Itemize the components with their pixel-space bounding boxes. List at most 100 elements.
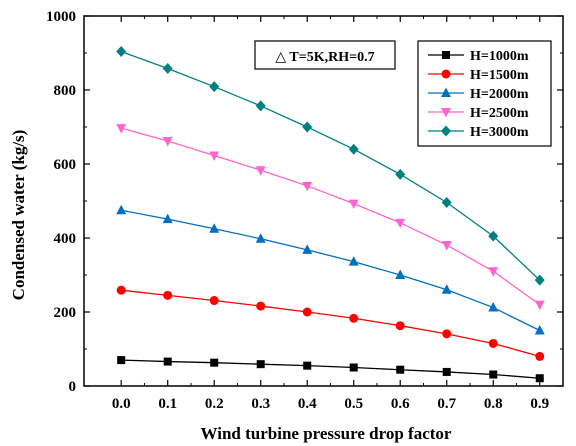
data-point [255,166,266,176]
series-line [120,50,541,281]
x-axis-label: Wind turbine pressure drop factor [201,424,452,443]
y-tick-label: 1000 [46,9,76,25]
x-tick-label: 0.0 [112,396,131,412]
data-point [395,218,406,229]
series-5 [116,46,545,286]
legend-item: H=2000m [428,87,529,102]
data-point [489,370,498,379]
data-point [348,199,359,210]
legend-label: H=2500m [470,106,529,121]
data-point [162,213,173,224]
series-line [121,289,540,358]
data-point [348,256,359,266]
series-line [121,359,540,379]
data-point [395,269,406,279]
data-point [534,274,545,286]
data-point [534,325,545,335]
y-tick-label: 0 [69,379,77,395]
data-point [302,244,313,254]
data-point [256,301,266,311]
y-tick-label: 200 [54,305,77,321]
series-layer [116,46,545,383]
data-point [349,363,358,372]
data-point [442,367,451,376]
data-point [395,321,405,331]
data-point [488,230,499,242]
series-line [121,127,541,306]
data-point [441,108,451,118]
data-point [210,358,219,367]
data-point [396,365,405,374]
y-tick-label: 800 [54,83,77,99]
data-point [302,181,313,192]
data-point [116,124,127,134]
x-tick-label: 0.1 [158,396,177,412]
data-point [302,307,312,317]
data-point [116,46,127,58]
data-point [349,313,359,323]
data-point [442,329,452,339]
legend-label: H=2000m [470,87,529,102]
series-3 [116,204,545,335]
data-point [256,360,265,369]
x-tick-label: 0.6 [391,396,410,412]
legend-label: H=1000m [470,49,529,64]
data-point [441,241,452,251]
data-point [209,296,219,306]
series-2 [116,285,545,361]
series-1 [117,356,544,383]
x-tick-label: 0.2 [205,396,224,412]
data-point [209,81,220,93]
data-point [441,69,451,79]
legend-item: H=3000m [428,125,529,140]
data-point [488,267,499,277]
data-point [116,204,127,215]
legend-item: H=1500m [428,68,529,83]
x-tick-label: 0.8 [484,396,503,412]
data-point [535,351,545,361]
data-point [488,338,498,348]
x-tick-label: 0.5 [344,396,363,412]
data-point [395,168,406,180]
y-tick-label: 400 [54,231,77,247]
data-point [162,137,173,147]
x-tick-label: 0.4 [298,396,317,412]
data-point [534,300,545,311]
x-tick-label: 0.7 [437,396,456,412]
series-4 [116,124,545,311]
data-point [163,357,172,366]
data-point [255,100,266,112]
y-tick-label: 600 [54,157,77,173]
x-tick-label: 0.3 [251,396,270,412]
data-point [535,374,544,383]
data-point [441,196,452,208]
annotation-text: △ T=5K,RH=0.7 [275,50,374,65]
axes: 0.0 0.1 0.2 0.3 0.4 0.5 0.6 0.7 0.8 0.9 0 200 400 600… [46,9,564,412]
annotation-box [254,40,396,70]
data-point [488,302,499,312]
legend-label: H=3000m [470,125,529,140]
data-point [442,51,450,59]
data-point [441,125,451,137]
data-point [209,223,220,233]
data-point [348,143,359,155]
data-point [441,284,452,294]
legend-item: H=2500m [428,106,529,121]
series-line [121,209,541,332]
x-tick-label: 0.9 [530,396,549,412]
data-point [117,356,126,365]
data-point [441,87,451,97]
legend-label: H=1500m [470,68,529,83]
data-point [303,361,312,370]
legend: H=1000m H=1500m H=2000m H=2500m H=3000m [417,40,552,147]
data-point [255,233,266,243]
data-point [209,151,220,161]
y-axis-label: Condensed water (kg/s) [9,130,28,301]
data-point [163,290,173,300]
data-point [162,63,173,75]
data-point [302,121,313,133]
condition-annotation: △ T=5K,RH=0.7 [254,40,396,70]
legend-item: H=1000m [428,49,529,64]
data-point [116,285,126,295]
